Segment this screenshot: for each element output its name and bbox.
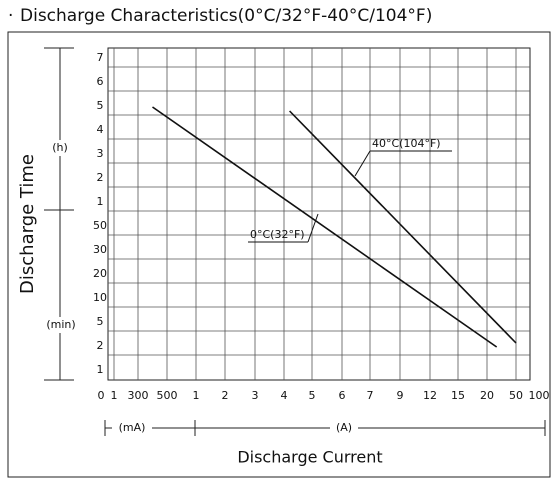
bullet: ·	[8, 6, 13, 26]
x-tick-label: 20	[480, 389, 494, 402]
x-axis-title: Discharge Current	[237, 448, 382, 467]
y-tick-label: 4	[97, 123, 104, 136]
y-unit: (h)	[52, 141, 68, 154]
x-tick-label: 9	[397, 389, 404, 402]
series-label: 40°C(104°F)	[372, 137, 441, 150]
x-tick-label: 100	[529, 389, 550, 402]
x-tick-label: 300	[128, 389, 149, 402]
y-tick-label: 20	[93, 267, 107, 280]
x-tick-label: 50	[509, 389, 523, 402]
series-line	[289, 110, 517, 344]
series-line	[152, 106, 498, 348]
x-tick-label: 5	[309, 389, 316, 402]
chart-title: Discharge Characteristics(0°C/32°F-40°C/…	[20, 6, 432, 26]
y-tick-label: 6	[97, 75, 104, 88]
x-unit: (A)	[336, 421, 352, 434]
series-label: 0°C(32°F)	[250, 228, 305, 241]
y-tick-label: 3	[97, 147, 104, 160]
y-tick-label: 5	[97, 99, 104, 112]
y-tick-label: 2	[97, 171, 104, 184]
y-tick-label: 7	[97, 51, 104, 64]
frame	[7, 31, 551, 478]
x-tick-label: 7	[367, 389, 374, 402]
y-tick-label: 30	[93, 243, 107, 256]
y-tick-label: 1	[97, 363, 104, 376]
unit-bg	[42, 317, 80, 333]
plot-frame	[107, 47, 531, 381]
y-tick-label: 10	[93, 291, 107, 304]
y-tick-label: 1	[97, 195, 104, 208]
x-tick-label: 3	[252, 389, 259, 402]
unit-bg	[112, 420, 152, 436]
label-leader	[354, 150, 371, 177]
x-tick-label: 1	[193, 389, 200, 402]
x-tick-label: 500	[157, 389, 178, 402]
x-tick-label: 12	[423, 389, 437, 402]
x-tick-label: 4	[281, 389, 288, 402]
unit-bg	[48, 140, 72, 156]
x-tick-label: 6	[339, 389, 346, 402]
unit-bg	[330, 420, 358, 436]
y-tick-label: 50	[93, 219, 107, 232]
x-tick-label: 1	[111, 389, 118, 402]
x-tick-label: 2	[222, 389, 229, 402]
y-tick-label: 2	[97, 339, 104, 352]
y-tick-label: 5	[97, 315, 104, 328]
y-unit: (min)	[46, 318, 75, 331]
label-leader	[307, 213, 319, 243]
x-unit: (mA)	[119, 421, 146, 434]
x-tick-label: 15	[451, 389, 465, 402]
x-tick-label: 0	[98, 389, 105, 402]
y-axis-title: Discharge Time	[17, 154, 38, 294]
